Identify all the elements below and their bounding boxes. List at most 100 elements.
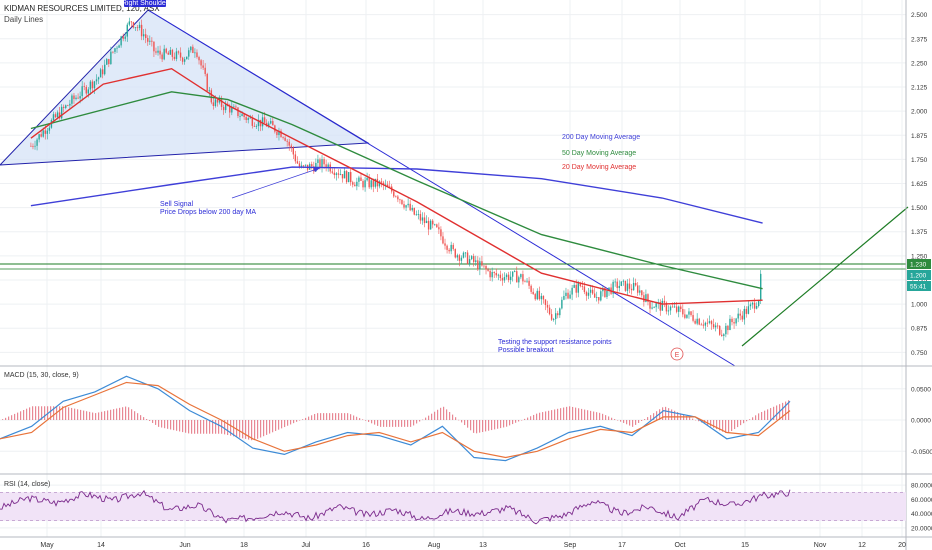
ma-200-line: [30, 166, 763, 224]
candle-body: [741, 315, 743, 320]
candle-body: [140, 24, 143, 37]
candle-body: [261, 117, 264, 127]
macd-histogram-bar: [248, 420, 250, 440]
macd-histogram-bar: [398, 420, 400, 427]
candle-body: [448, 249, 450, 252]
macd-histogram-bar: [326, 413, 328, 420]
price-axis-label: 1.125: [911, 277, 928, 284]
macd-histogram-bar: [482, 420, 484, 433]
candle-body: [220, 98, 223, 107]
candle-body: [760, 273, 762, 301]
macd-histogram-bar: [434, 411, 436, 420]
macd-histogram-bar: [113, 409, 115, 420]
candle-body: [46, 130, 49, 134]
candle-body: [257, 119, 260, 127]
candle-body: [241, 114, 243, 117]
macd-histogram-bar: [323, 413, 325, 420]
price-axis-label: 0.750: [911, 350, 928, 357]
candle-body: [63, 106, 65, 108]
candle-body: [54, 114, 57, 118]
macd-histogram-bar: [485, 420, 487, 432]
candle-body: [643, 295, 645, 302]
candle-body: [122, 36, 124, 39]
candle-body: [413, 207, 415, 215]
candle-body: [507, 274, 510, 281]
macd-histogram-bar: [737, 420, 739, 428]
macd-histogram-bar: [647, 417, 649, 420]
x-tick-label: 15: [741, 542, 749, 549]
macd-histogram-bar: [383, 420, 385, 427]
candle-body: [569, 294, 571, 299]
macd-histogram-bar: [143, 417, 145, 420]
macd-histogram-bar: [35, 406, 37, 420]
macd-histogram-bar: [659, 409, 661, 420]
macd-histogram-bar: [518, 420, 520, 422]
candle-body: [423, 217, 426, 224]
price-badge: [907, 270, 931, 280]
macd-histogram-bar: [470, 420, 472, 431]
candle-body: [692, 315, 694, 321]
candle-body: [235, 106, 237, 108]
candle-body: [446, 245, 448, 250]
candle-body: [700, 324, 702, 326]
macd-histogram-bar: [368, 420, 370, 423]
macd-histogram-bar: [590, 410, 592, 420]
candle-body: [397, 196, 399, 200]
candle-body: [702, 324, 705, 326]
price-badge-label: 1.230: [910, 262, 927, 269]
candle-body: [345, 171, 348, 183]
candle-body: [317, 159, 319, 163]
candle-body: [548, 307, 551, 315]
candle-body: [393, 191, 395, 197]
candle-body: [186, 56, 188, 60]
earnings-marker-label: E: [675, 352, 680, 359]
macd-histogram-bar: [569, 406, 571, 420]
candle-body: [544, 299, 547, 305]
macd-histogram-bar: [692, 418, 694, 420]
macd-histogram-bar: [23, 409, 25, 420]
candle-body: [518, 277, 520, 283]
y-axis-labels: 2.500 2.375 2.250 2.125 2.000 1.875 1.750 1.625…: [911, 12, 932, 532]
candle-body: [130, 21, 133, 23]
macd-histogram-bar: [698, 420, 700, 422]
right-shoulder-label: Right Shoulder: [122, 0, 169, 7]
macd-histogram-bar: [557, 408, 559, 420]
macd-histogram-bar: [128, 407, 130, 420]
macd-histogram-bar: [68, 407, 70, 420]
macd-histogram-bar: [329, 413, 331, 420]
candle-body: [104, 64, 106, 75]
candle-body: [647, 294, 649, 302]
candle-body: [727, 325, 729, 331]
macd-histogram-bar: [545, 411, 547, 420]
candle-body: [249, 117, 251, 119]
x-tick-label: 12: [858, 542, 866, 549]
candle-body: [503, 277, 506, 281]
candle-body: [415, 214, 418, 216]
macd-histogram-bar: [722, 420, 724, 432]
macd-histogram-bar: [173, 420, 175, 431]
macd-axis-label: -0.0500: [911, 449, 932, 456]
candle-body: [550, 314, 553, 320]
candle-body: [655, 303, 657, 308]
candle-body: [48, 127, 51, 131]
candle-body: [694, 320, 696, 324]
candle-body: [725, 325, 727, 335]
macd-histogram-bar: [2, 419, 4, 420]
macd-line: [0, 375, 791, 462]
macd-histogram-bar: [38, 406, 40, 420]
candle-body: [454, 249, 456, 258]
x-tick-label: Aug: [428, 542, 441, 549]
candle-body: [737, 313, 739, 319]
macd-histogram-bar: [581, 408, 583, 420]
candle-body: [665, 302, 668, 312]
candle-body: [618, 285, 620, 289]
price-badge: [907, 281, 931, 291]
price-axis-label: 2.500: [911, 12, 928, 19]
candle-body: [71, 95, 73, 104]
candle-body: [243, 114, 245, 118]
candle-body: [274, 125, 276, 132]
sell-signal-arrow: [231, 167, 321, 199]
earnings-marker[interactable]: [670, 347, 684, 361]
candle-body: [272, 121, 274, 126]
